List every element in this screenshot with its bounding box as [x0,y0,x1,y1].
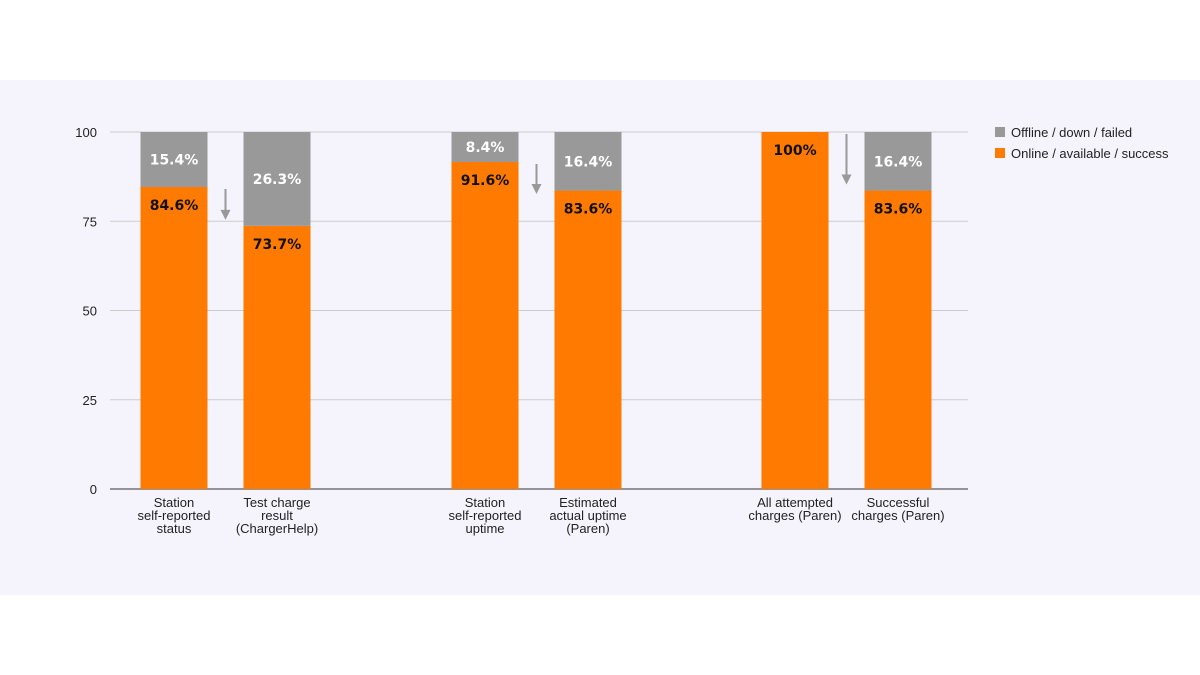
bar-value-labels: 15.4% 84.6% 26.3% 73.7% 8.4% 91.6% 16.4% 83.6% 1… [150,140,923,253]
x-tick-label: Station self-reported uptime [449,495,522,536]
x-tick-label-line: Test charge [243,495,310,510]
y-tick-label: 50 [83,304,97,319]
x-tick-label: All attempted charges (Paren) [748,495,841,523]
y-tick-label: 25 [83,393,97,408]
x-tick-label-line: actual uptime [549,508,626,523]
transition-arrows [220,134,852,220]
arrow-head [220,209,231,220]
chart-panel: 0 25 50 75 100 15.4% 84.6% 26.3% 73.7% 8.4% 91.6%… [0,80,1200,595]
legend-swatch [995,127,1005,137]
x-tick-label-line: All attempted [757,495,833,510]
bar-value-label-offline: 16.4% [874,154,923,170]
bar-value-label-offline: 16.4% [564,154,613,170]
x-tick-label-line: Station [465,495,505,510]
y-axis-ticks: 0 25 50 75 100 [75,125,97,497]
x-tick-label-line: charges (Paren) [851,508,944,523]
bar-online [554,190,622,489]
y-tick-label: 75 [83,214,97,229]
arrow-head [841,174,852,185]
bar-offline [864,132,932,191]
legend-label: Online / available / success [1011,146,1169,161]
x-tick-label: Test charge result (ChargerHelp) [236,495,318,536]
bar-offline [243,132,311,226]
down-arrow [220,188,231,220]
x-tick-label-line: uptime [465,521,504,536]
legend-label: Offline / down / failed [1011,125,1132,140]
bar-offline [451,132,519,162]
x-tick-label-line: status [157,521,192,536]
legend-item: Offline / down / failed [995,125,1132,140]
bar-value-label-online: 100% [773,143,816,159]
arrow-head [531,183,542,194]
legend-swatch [995,148,1005,158]
stacked-bar-chart: 0 25 50 75 100 15.4% 84.6% 26.3% 73.7% 8.4% 91.6%… [75,125,1169,536]
x-tick-label-line: result [261,508,293,523]
bar-value-label-online: 83.6% [564,202,613,218]
x-tick-label: Estimated actual uptime (Paren) [549,495,626,536]
bar-value-label-online: 84.6% [150,198,199,214]
bar-value-label-online: 73.7% [253,237,302,253]
bar-online [761,132,829,489]
x-tick-label-line: (ChargerHelp) [236,521,318,536]
bar-offline [554,132,622,191]
bar-online [864,190,932,489]
y-tick-label: 0 [90,482,97,497]
bar-value-label-offline: 15.4% [150,152,199,168]
bar-value-label-online: 83.6% [874,202,923,218]
y-tick-label: 100 [75,125,97,140]
x-tick-label-line: self-reported [449,508,522,523]
down-arrow [841,134,852,185]
bar-value-label-offline: 8.4% [466,140,505,156]
x-tick-label: Station self-reported status [138,495,211,536]
x-tick-label-line: charges (Paren) [748,508,841,523]
x-tick-label-line: self-reported [138,508,211,523]
legend-item: Online / available / success [995,146,1169,161]
x-tick-label-line: Successful [867,495,930,510]
x-tick-label-line: (Paren) [566,521,609,536]
x-tick-label-line: Station [154,495,194,510]
bar-offline [140,132,208,187]
bars [140,132,932,490]
bar-online [451,161,519,489]
x-tick-label-line: Estimated [559,495,617,510]
x-tick-label: Successful charges (Paren) [851,495,944,523]
bar-online [140,186,208,489]
legend: Offline / down / failed Online / availabl… [995,125,1169,161]
bar-value-label-online: 91.6% [461,173,510,189]
down-arrow [531,163,542,194]
bar-value-label-offline: 26.3% [253,172,302,188]
bar-online [243,225,311,490]
